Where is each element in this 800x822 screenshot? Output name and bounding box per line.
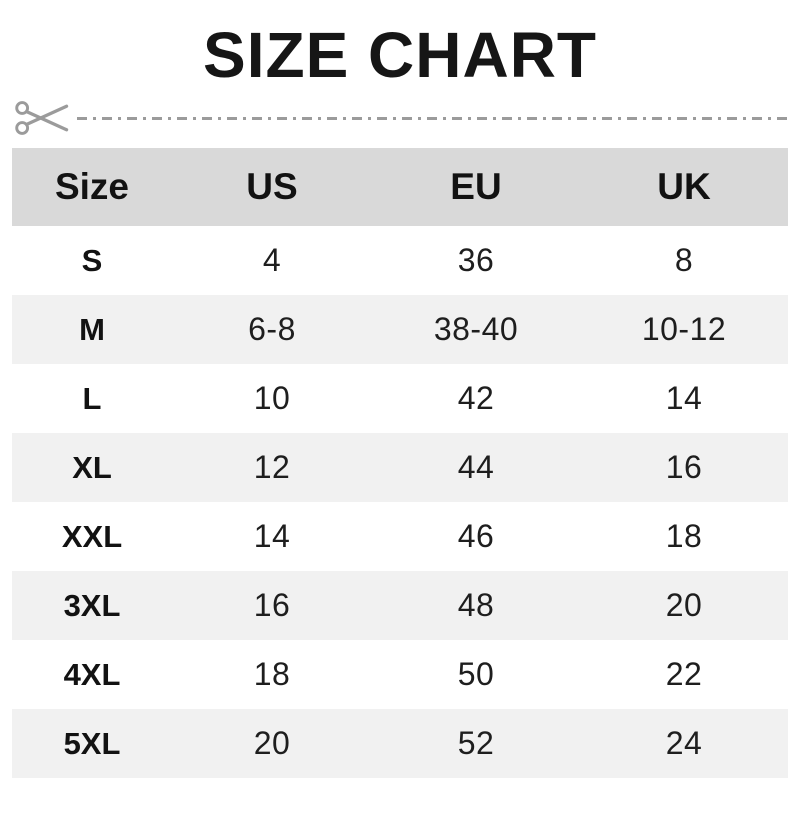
size-label: XL	[72, 449, 112, 485]
uk-value: 16	[665, 449, 703, 485]
cut-line	[14, 96, 788, 140]
us-value: 20	[253, 725, 291, 761]
us-value: 18	[253, 656, 291, 692]
uk-value: 20	[665, 587, 703, 623]
us-value: 16	[253, 587, 291, 623]
us-value: 10	[253, 380, 291, 416]
us-value: 4	[262, 242, 282, 278]
eu-value: 52	[457, 725, 495, 761]
uk-value: 14	[665, 380, 703, 416]
page-title: SIZE CHART	[203, 19, 597, 91]
size-label: 3XL	[63, 587, 121, 623]
table-header-row: Size US EU UK	[12, 148, 788, 226]
uk-value: 22	[665, 656, 703, 692]
table-row: S 4 36 8	[12, 226, 788, 295]
size-label: 5XL	[63, 725, 121, 761]
header-uk: UK	[580, 148, 788, 226]
us-value: 14	[253, 518, 291, 554]
table-row: L 10 42 14	[12, 364, 788, 433]
eu-value: 38-40	[433, 311, 519, 347]
scissors-icon	[15, 101, 69, 135]
size-table: Size US EU UK S 4 36 8 M 6-8 38-40 10-12…	[12, 148, 788, 778]
size-label: S	[81, 242, 103, 278]
table-row: 5XL 20 52 24	[12, 709, 788, 778]
table-row: XXL 14 46 18	[12, 502, 788, 571]
header-us: US	[172, 148, 372, 226]
eu-value: 44	[457, 449, 495, 485]
eu-value: 36	[457, 242, 495, 278]
uk-value: 18	[665, 518, 703, 554]
size-label: XXL	[61, 518, 123, 554]
eu-value: 42	[457, 380, 495, 416]
size-chart-page: SIZE CHART Size US EU UK S 4 36	[0, 22, 800, 778]
uk-value: 8	[674, 242, 694, 278]
us-value: 12	[253, 449, 291, 485]
header-eu: EU	[372, 148, 580, 226]
size-label: M	[79, 311, 105, 347]
uk-value: 10-12	[641, 311, 727, 347]
size-label: 4XL	[63, 656, 121, 692]
us-value: 6-8	[248, 311, 296, 347]
uk-value: 24	[665, 725, 703, 761]
table-row: 3XL 16 48 20	[12, 571, 788, 640]
size-label: L	[82, 380, 102, 416]
eu-value: 48	[457, 587, 495, 623]
table-row: M 6-8 38-40 10-12	[12, 295, 788, 364]
header-size: Size	[12, 148, 172, 226]
eu-value: 50	[457, 656, 495, 692]
table-row: 4XL 18 50 22	[12, 640, 788, 709]
table-row: XL 12 44 16	[12, 433, 788, 502]
eu-value: 46	[457, 518, 495, 554]
cut-line-dashes	[77, 116, 788, 120]
